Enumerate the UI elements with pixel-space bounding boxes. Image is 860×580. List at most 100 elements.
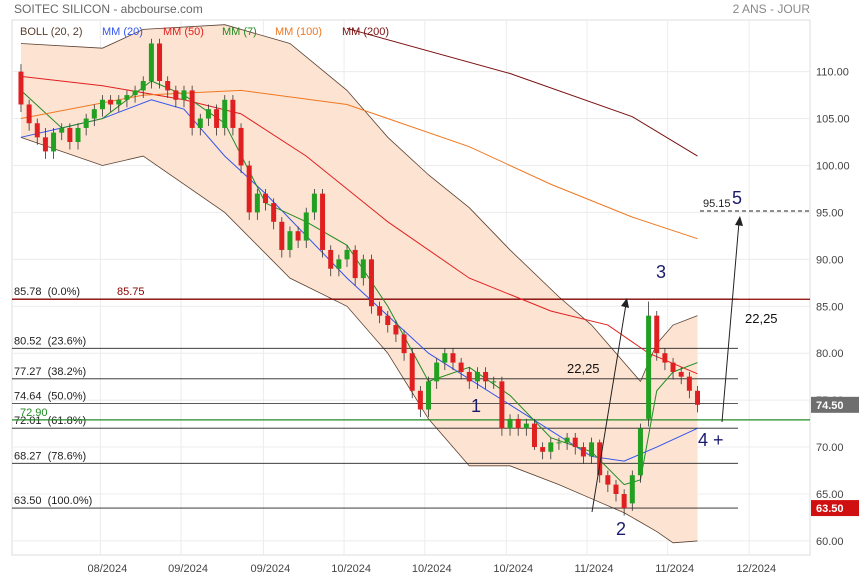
x-tick-label: 12/2024 — [736, 563, 776, 575]
x-tick-label: 08/2024 — [87, 563, 127, 575]
fib-label: 63.50 (100.0%) — [14, 495, 92, 507]
plot-frame — [11, 19, 811, 556]
move-label: 22,25 — [745, 311, 778, 326]
candle-body — [246, 165, 252, 213]
legend-entry: MM (50) — [163, 26, 204, 38]
candle-body — [540, 447, 546, 452]
candle-body — [605, 475, 611, 485]
candle-body — [426, 381, 432, 410]
candle-body — [417, 390, 423, 410]
candle-body — [466, 371, 472, 382]
y-tick-label: 85.00 — [816, 301, 844, 313]
chart-title: SOITEC SILICON - abcbourse.com — [14, 2, 203, 16]
legend-entry: MM (7) — [222, 26, 257, 38]
y-tick-label: 80.00 — [816, 348, 844, 360]
candle-body — [474, 371, 480, 382]
candle-body — [629, 475, 635, 504]
candle-body — [238, 127, 244, 166]
candle-body — [491, 381, 497, 383]
price-line-label: 72.90 — [20, 407, 48, 419]
plot-area: 85.78 (0.0%) 80.52 (23.6%) 77.27 (38.2%) 74… — [11, 19, 811, 556]
bollinger-lower — [20, 136, 698, 544]
candle-body — [450, 353, 456, 363]
candle-body — [173, 90, 179, 100]
moving-average — [346, 27, 698, 157]
moving-average — [20, 80, 698, 486]
candle-body — [205, 109, 211, 119]
arrow — [591, 303, 627, 513]
y-tick-label: 105.00 — [816, 114, 850, 126]
candle-body — [263, 193, 269, 204]
bollinger-upper — [20, 24, 698, 383]
candle-body — [189, 90, 195, 128]
candle-body — [409, 353, 415, 391]
candle-body — [99, 99, 105, 110]
candle-body — [140, 81, 146, 91]
candle-body — [181, 90, 187, 100]
wave-label: 4 + — [698, 430, 724, 450]
candle-body — [442, 353, 448, 363]
candle-body — [91, 109, 97, 119]
x-tick-label: 10/2024 — [412, 563, 452, 575]
legend-entry: MM (200) — [342, 26, 389, 38]
candle-body — [385, 315, 391, 326]
candle-body — [368, 259, 374, 307]
legend-entry: MM (100) — [275, 26, 322, 38]
price-tag — [811, 396, 859, 413]
candle-body — [670, 362, 676, 372]
y-tick-label: 65.00 — [816, 489, 844, 501]
arrow — [721, 221, 740, 423]
y-tick-label: 110.00 — [816, 67, 849, 79]
candle-body — [393, 325, 399, 335]
candle-body — [360, 259, 366, 279]
candle-body — [580, 447, 586, 457]
x-tick-label: 11/2024 — [655, 563, 694, 575]
candle-body — [589, 442, 595, 457]
candle-body — [597, 442, 603, 476]
candle-body — [42, 137, 48, 152]
arrow-head — [735, 216, 743, 226]
candle-body — [116, 99, 122, 105]
x-tick-label: 11/2024 — [575, 563, 614, 575]
legend-entry: BOLL (20, 2) — [20, 26, 83, 38]
wave-label: 5 — [732, 188, 742, 208]
y-tick-label: 100.00 — [816, 160, 850, 172]
candle-body — [401, 334, 407, 354]
candle-body — [556, 442, 562, 444]
candle-body — [132, 90, 138, 96]
fib-label: 80.52 (23.6%) — [14, 335, 86, 347]
candle-body — [320, 193, 326, 250]
candle-body — [344, 249, 350, 260]
candle-body — [613, 484, 619, 494]
candle-body — [230, 99, 236, 128]
candle-body — [678, 371, 684, 377]
candle-body — [434, 362, 440, 382]
candle-body — [336, 259, 342, 269]
x-tick-label: 09/2024 — [251, 563, 291, 575]
candle-body — [621, 493, 627, 509]
candle-body — [124, 95, 130, 100]
candle-body — [214, 109, 220, 128]
candle-body — [637, 428, 643, 476]
fib-label: 72.01 (61.8%) — [14, 415, 86, 427]
price-tag — [811, 500, 859, 517]
x-tick-label: 10/2024 — [493, 563, 533, 575]
price-tag-label: 63.50 — [816, 503, 844, 515]
candle-body — [686, 376, 692, 391]
candle-body — [564, 437, 570, 443]
candle-body — [311, 193, 317, 213]
candle-body — [18, 71, 24, 105]
y-tick-label: 70.00 — [816, 442, 844, 454]
candle-body — [34, 123, 40, 138]
candle-body — [499, 381, 505, 429]
moving-average — [20, 99, 698, 462]
candle-body — [157, 43, 163, 82]
candle-body — [67, 127, 73, 143]
candle-body — [531, 423, 537, 448]
candle-body — [295, 231, 301, 241]
wave-label: 3 — [656, 262, 666, 282]
candle-body — [148, 43, 154, 82]
candle-body — [287, 231, 293, 250]
candle-body — [548, 442, 554, 452]
x-tick-label: 09/2024 — [168, 563, 208, 575]
